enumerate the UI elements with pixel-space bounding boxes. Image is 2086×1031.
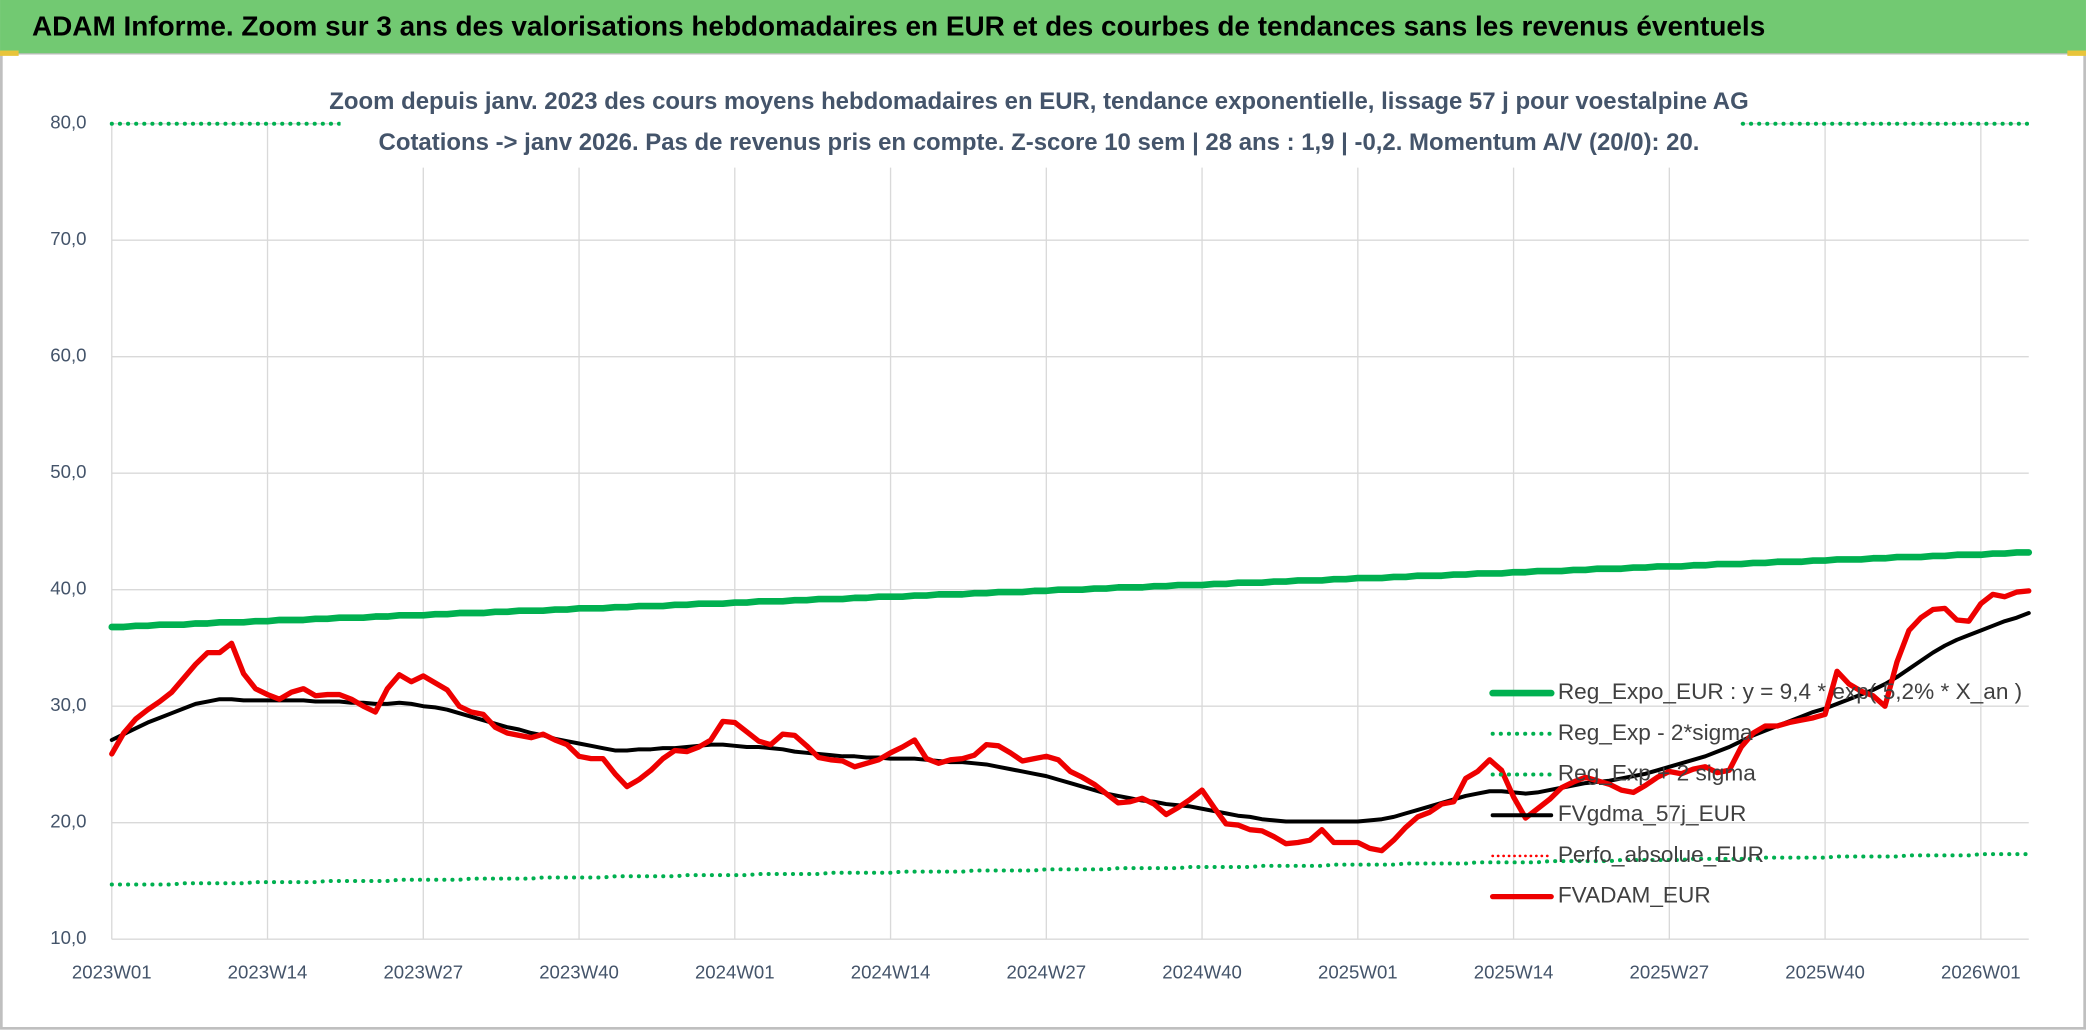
y-tick-label: 40,0 [50,578,86,599]
x-tick-label: 2025W27 [1629,962,1709,983]
series-line [109,611,2031,824]
header-title: ADAM Informe. Zoom sur 3 ans des valoris… [32,10,1765,41]
legend: Reg_Expo_EUR : y = 9,4 * exp( 5,2% * X_a… [1489,679,2022,908]
y-tick-label: 80,0 [50,112,86,133]
x-tick-label: 2025W40 [1785,962,1865,983]
legend-label: FVADAM_EUR [1558,883,1711,908]
y-tick-label: 60,0 [50,345,86,366]
x-tick-label: 2025W14 [1474,962,1554,983]
y-tick-label: 70,0 [50,228,86,249]
series-line [108,549,2033,631]
x-tick-label: 2024W27 [1006,962,1086,983]
x-tick-label: 2023W01 [72,962,152,983]
subtitle-box [340,79,1741,168]
x-tick-label: 2025W01 [1318,962,1398,983]
corner [0,50,19,56]
chart-subtitle: Cotations -> janv 2026. Pas de revenus p… [379,129,1700,156]
x-tick-label: 2024W40 [1162,962,1242,983]
y-tick-label: 20,0 [50,811,86,832]
chart-title: Zoom depuis janv. 2023 des cours moyens … [329,88,1748,115]
x-tick-label: 2024W01 [695,962,775,983]
legend-label: Reg_Expo_EUR : y = 9,4 * exp( 5,2% * X_a… [1558,679,2022,704]
series-line [109,588,2032,854]
y-tick-label: 10,0 [50,927,86,948]
y-tick-label: 30,0 [50,694,86,715]
header-bar [0,0,2086,54]
legend-label: Perfo_absolue_EUR [1558,842,1764,867]
x-tick-label: 2024W14 [851,962,931,983]
y-tick-label: 50,0 [50,461,86,482]
legend-label: Reg_Exp + 2 sigma [1558,760,1756,785]
x-tick-label: 2023W14 [228,962,308,983]
series-line [109,852,2031,887]
x-tick-label: 2023W27 [383,962,463,983]
x-tick-label: 2023W40 [539,962,619,983]
legend-label: Reg_Exp - 2*sigma [1558,720,1753,745]
corner [2067,50,2086,56]
legend-label: FVgdma_57j_EUR [1558,801,1747,826]
plot-area: 10,0 20,0 30,0 40,0 50,0 60,0 70,0 80,0 2023W01 2… [50,112,2033,983]
x-tick-label: 2026W01 [1941,962,2021,983]
